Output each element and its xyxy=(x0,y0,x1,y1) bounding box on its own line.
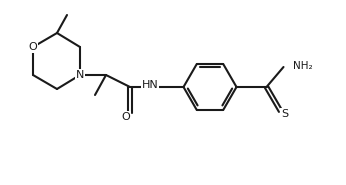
Text: S: S xyxy=(281,109,288,119)
Text: O: O xyxy=(122,112,130,122)
Text: N: N xyxy=(76,70,84,80)
Text: NH₂: NH₂ xyxy=(293,61,313,71)
Text: O: O xyxy=(29,42,37,52)
Text: HN: HN xyxy=(142,80,158,90)
